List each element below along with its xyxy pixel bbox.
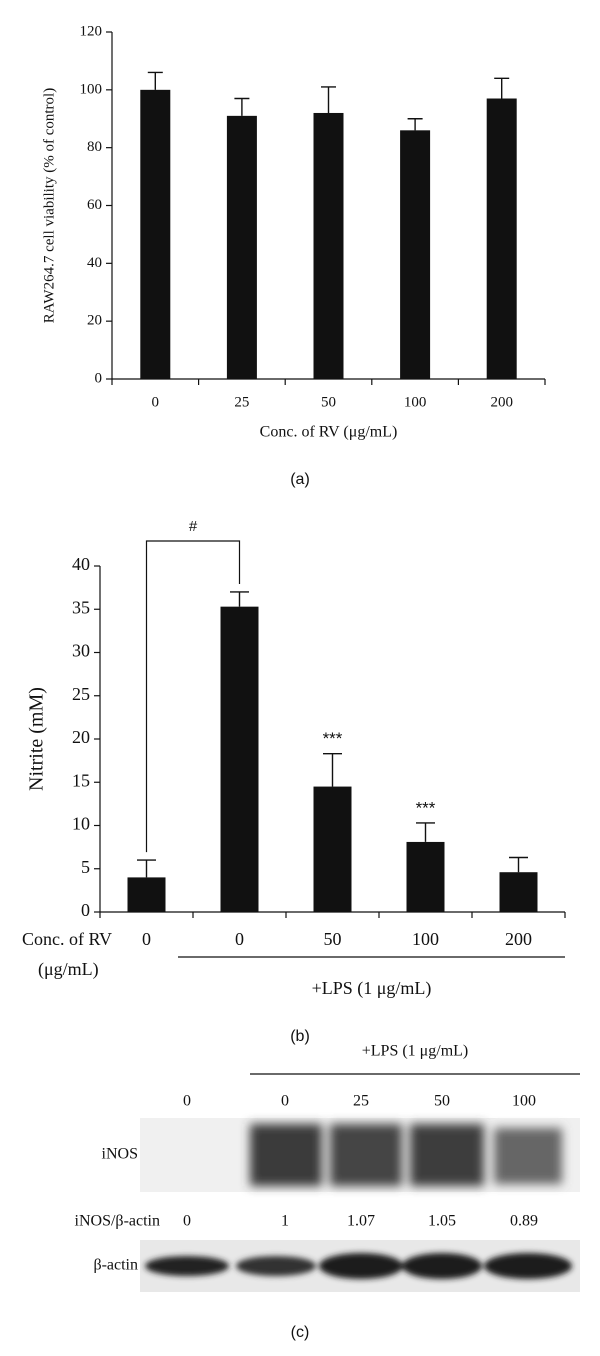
- x-tick-label: 100: [412, 929, 439, 949]
- error-bar: [323, 753, 342, 787]
- bar: [220, 606, 259, 912]
- error-bar: [416, 822, 435, 842]
- bar: [313, 786, 352, 912]
- y-tick-label: 80: [87, 139, 102, 155]
- x-axis-label: (μg/mL): [38, 959, 99, 980]
- y-tick-label: 100: [80, 81, 103, 97]
- y-axis-label: Nitrite (mM): [26, 687, 48, 791]
- bar: [499, 872, 538, 912]
- lane-label: 0: [281, 1093, 289, 1110]
- bar: [140, 89, 171, 379]
- row-label: iNOS: [102, 1146, 138, 1163]
- error-bar: [407, 118, 423, 131]
- x-tick-label: 25: [234, 394, 249, 410]
- y-tick-label: 60: [87, 197, 102, 213]
- x-axis-label: Conc. of RV: [22, 929, 112, 949]
- ratio: 1: [281, 1213, 289, 1230]
- error-bar: [321, 86, 336, 113]
- error-bar: [137, 859, 156, 878]
- x-tick-label: 100: [404, 394, 427, 410]
- bar: [313, 112, 344, 379]
- y-tick-label: 5: [81, 857, 90, 877]
- panel-label: (b): [290, 1028, 310, 1045]
- bracket: [145, 540, 241, 853]
- error-bar: [147, 71, 163, 90]
- error-bar: [509, 856, 528, 873]
- error-bar: [230, 591, 249, 607]
- annotation: #: [189, 518, 198, 535]
- row-label: β-actin: [93, 1257, 138, 1274]
- bar: [486, 98, 517, 379]
- error-bar: [494, 77, 510, 99]
- group-label: +LPS (1 μg/mL): [312, 978, 432, 999]
- x-axis-label: Conc. of RV (μg/mL): [260, 424, 398, 441]
- y-axis-label: RAW264.7 cell viability (% of control): [41, 88, 57, 323]
- ratio: 1.05: [428, 1213, 456, 1230]
- lane-label: 50: [434, 1093, 450, 1110]
- y-tick-label: 40: [72, 554, 90, 574]
- x-tick-label: 200: [505, 929, 532, 949]
- error-bar: [234, 97, 250, 116]
- ratio: 0: [183, 1213, 191, 1230]
- y-tick-label: 0: [81, 900, 90, 920]
- row-label: iNOS/β-actin: [75, 1213, 160, 1230]
- x-tick-label: 0: [152, 394, 160, 410]
- panel-label: (a): [290, 471, 310, 488]
- annotation: ***: [416, 798, 436, 817]
- inos-bands: [250, 1124, 562, 1186]
- lane-label: 0: [183, 1093, 191, 1110]
- lane-label: 25: [353, 1093, 369, 1110]
- y-tick-label: 0: [95, 370, 103, 386]
- bar: [226, 115, 257, 379]
- x-tick-label: 0: [235, 929, 244, 949]
- annotation: ***: [323, 729, 343, 748]
- y-tick-label: 25: [72, 684, 90, 704]
- x-tick-label: 50: [321, 394, 336, 410]
- ratio: 1.07: [347, 1213, 375, 1230]
- y-tick-label: 20: [87, 313, 102, 329]
- x-tick-label: 50: [324, 929, 342, 949]
- y-tick-label: 35: [72, 597, 90, 617]
- actin-bands: [145, 1253, 572, 1279]
- y-tick-label: 10: [72, 814, 90, 834]
- bar: [400, 130, 431, 379]
- lane-label: 100: [512, 1093, 536, 1110]
- y-tick-label: 20: [72, 727, 90, 747]
- y-tick-label: 40: [87, 255, 102, 271]
- panel-label: (c): [291, 1324, 310, 1341]
- y-tick-label: 30: [72, 641, 90, 661]
- blot-group-label: +LPS (1 μg/mL): [362, 1043, 469, 1060]
- x-tick-label: 200: [490, 394, 513, 410]
- y-tick-label: 15: [72, 770, 90, 790]
- ratio: 0.89: [510, 1213, 538, 1230]
- bar: [127, 877, 166, 912]
- bar: [406, 841, 445, 912]
- y-tick-label: 120: [80, 23, 103, 39]
- x-tick-label: 0: [142, 929, 151, 949]
